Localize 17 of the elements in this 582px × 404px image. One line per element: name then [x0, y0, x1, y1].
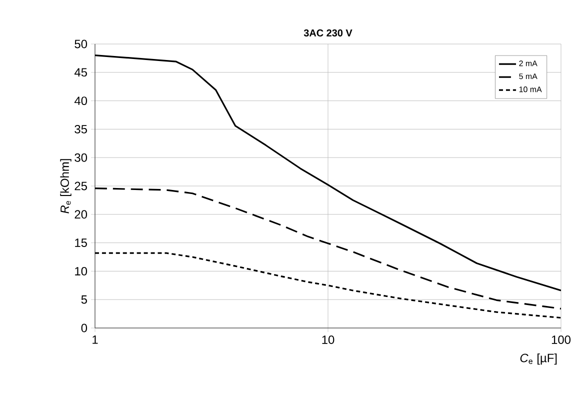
x-tick-label: 100: [552, 336, 571, 344]
y-tick-label: 20: [74, 210, 88, 219]
y-tick-label: 0: [81, 324, 88, 332]
x-tick-label: 10: [322, 336, 334, 344]
y-tick-label: 50: [74, 40, 88, 48]
y-tick-label: 45: [74, 68, 87, 77]
x-tick-label: 1: [92, 336, 98, 344]
y-tick-label: 25: [74, 182, 87, 190]
y-tick-label: 40: [74, 96, 88, 106]
y-tick-label: 10: [75, 266, 88, 276]
chart-title: 3AC 230 V: [304, 29, 352, 36]
y-tick-label: 35: [74, 124, 87, 134]
y-axis-title: R$_{e}$ [kOhm]: [60, 159, 72, 214]
y-tick-label: 30: [74, 153, 88, 162]
x-axis-title: C$_{e}$ [µF]: [520, 353, 557, 365]
y-tick-label: 15: [75, 238, 87, 247]
y-tick-label: 5: [81, 295, 87, 304]
